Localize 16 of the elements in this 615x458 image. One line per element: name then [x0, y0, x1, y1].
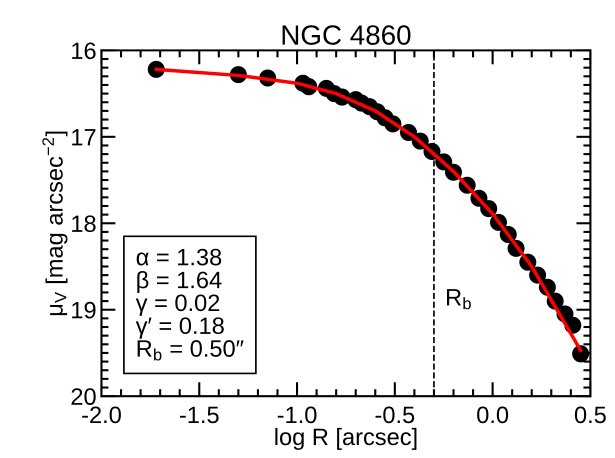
- y-tick-label: 19: [72, 302, 96, 319]
- y-axis-title: μ$_{V}$ [mag arcsec$^{−2}$]: [42, 132, 68, 316]
- y-tick-label: 20: [72, 388, 96, 405]
- x-tick-label: -1.0: [278, 406, 316, 424]
- x-tick-label: 0.5: [574, 406, 606, 424]
- chart-title: NGC 4860: [282, 25, 410, 45]
- ref-line-label: R$_{b}$: [446, 289, 471, 310]
- x-tick-label: 0.0: [477, 406, 508, 424]
- annotation: α = 1.38 β = 1.64 γ = 0.02 γ′ = 0.18 R$_{b}$ = 0.50″: [136, 248, 244, 361]
- y-tick-label: 18: [72, 215, 96, 232]
- y-tick-label: 17: [72, 129, 96, 146]
- x-axis-title: log R [arcsec]: [275, 428, 416, 450]
- x-tick-label: -2.0: [82, 406, 121, 424]
- x-tick-label: -0.5: [376, 406, 414, 424]
- y-tick-label: 16: [72, 42, 96, 60]
- x-tick-label: -1.5: [180, 406, 219, 424]
